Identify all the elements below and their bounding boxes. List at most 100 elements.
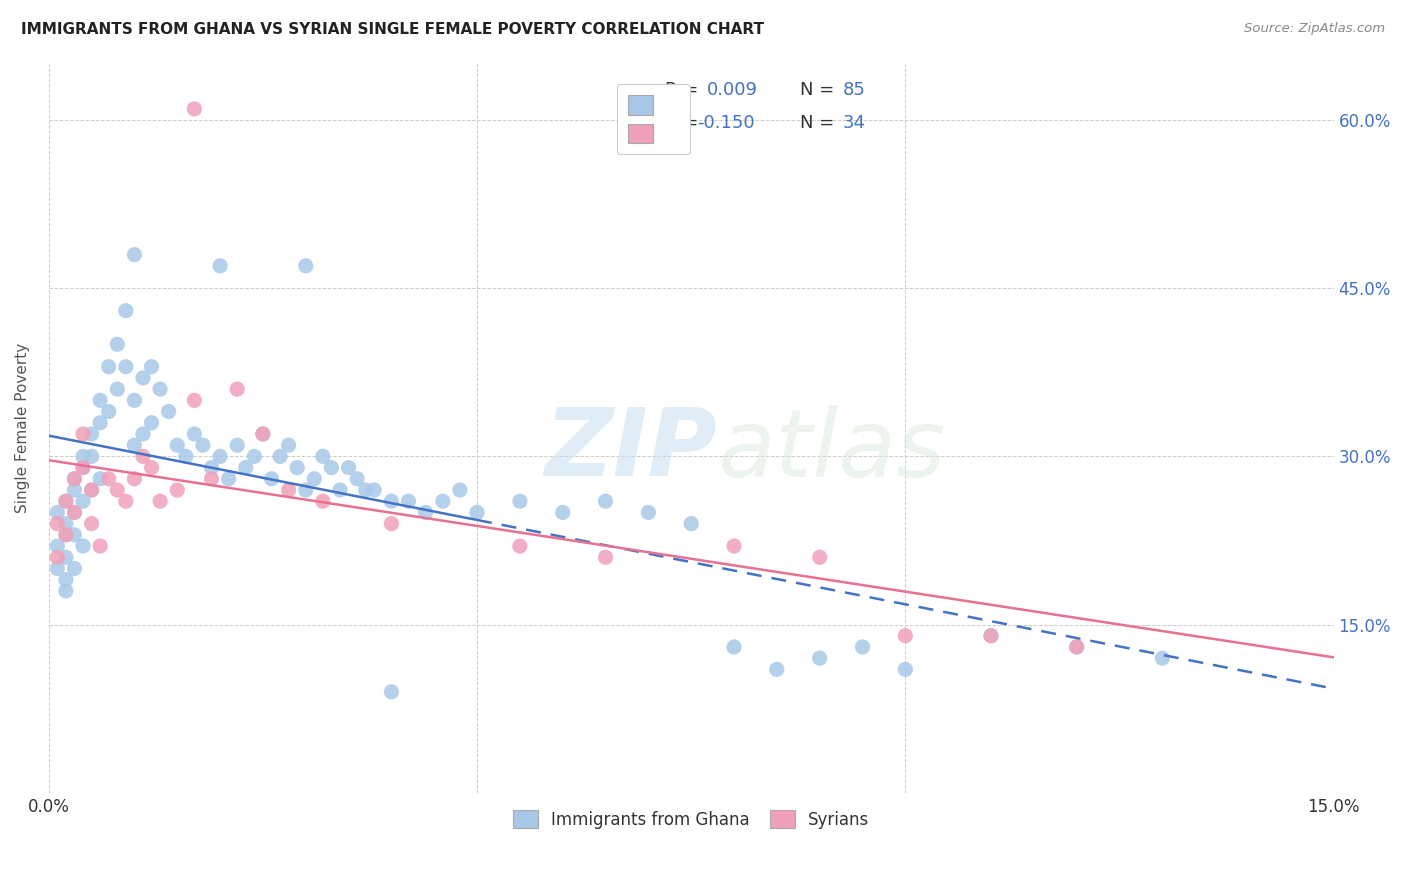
Point [509, 494, 531, 508]
Point [63, 505, 86, 519]
Text: R =: R = [665, 114, 704, 132]
Point [226, 438, 249, 452]
Point [46, 539, 69, 553]
Point [294, 483, 316, 497]
Point [894, 629, 917, 643]
Point [766, 662, 789, 676]
Text: IMMIGRANTS FROM GHANA VS SYRIAN SINGLE FEMALE POVERTY CORRELATION CHART: IMMIGRANTS FROM GHANA VS SYRIAN SINGLE F… [21, 22, 763, 37]
Point [235, 460, 257, 475]
Text: 0.009: 0.009 [707, 81, 758, 99]
Point [124, 472, 146, 486]
Point [97, 472, 120, 486]
Point [1152, 651, 1174, 665]
Point [105, 382, 128, 396]
Point [80, 427, 103, 442]
Point [132, 371, 155, 385]
Point [312, 494, 335, 508]
Point [183, 393, 205, 408]
Point [449, 483, 471, 497]
Point [55, 528, 77, 542]
Point [55, 516, 77, 531]
Point [166, 483, 188, 497]
Point [72, 494, 94, 508]
Point [55, 573, 77, 587]
Point [124, 247, 146, 261]
Point [80, 483, 103, 497]
Point [681, 516, 703, 531]
Point [72, 539, 94, 553]
Point [183, 102, 205, 116]
Point [149, 494, 172, 508]
Point [132, 427, 155, 442]
Point [63, 472, 86, 486]
Point [1066, 640, 1088, 654]
Point [115, 494, 138, 508]
Point [294, 259, 316, 273]
Point [200, 472, 222, 486]
Point [124, 438, 146, 452]
Point [209, 450, 232, 464]
Point [191, 438, 214, 452]
Point [432, 494, 454, 508]
Point [46, 516, 69, 531]
Point [46, 561, 69, 575]
Point [851, 640, 873, 654]
Point [321, 460, 343, 475]
Point [89, 539, 111, 553]
Point [105, 483, 128, 497]
Point [55, 494, 77, 508]
Point [157, 404, 180, 418]
Point [260, 472, 283, 486]
Point [398, 494, 420, 508]
Point [72, 427, 94, 442]
Point [980, 629, 1002, 643]
Point [380, 494, 402, 508]
Point [89, 416, 111, 430]
Point [980, 629, 1002, 643]
Point [277, 483, 299, 497]
Text: ZIP: ZIP [544, 404, 717, 496]
Point [97, 404, 120, 418]
Point [63, 528, 86, 542]
Point [415, 505, 437, 519]
Point [637, 505, 659, 519]
Point [149, 382, 172, 396]
Point [226, 382, 249, 396]
Point [509, 539, 531, 553]
Text: N =: N = [800, 81, 841, 99]
Point [337, 460, 360, 475]
Text: -0.150: -0.150 [697, 114, 755, 132]
Point [363, 483, 385, 497]
Point [380, 516, 402, 531]
Point [252, 427, 274, 442]
Point [63, 483, 86, 497]
Point [285, 460, 308, 475]
Point [80, 516, 103, 531]
Point [63, 472, 86, 486]
Text: 85: 85 [842, 81, 866, 99]
Y-axis label: Single Female Poverty: Single Female Poverty [15, 343, 30, 514]
Point [209, 259, 232, 273]
Point [808, 550, 831, 565]
Point [277, 438, 299, 452]
Point [80, 483, 103, 497]
Text: atlas: atlas [717, 405, 945, 496]
Point [46, 505, 69, 519]
Point [595, 550, 617, 565]
Point [97, 359, 120, 374]
Point [354, 483, 377, 497]
Point [808, 651, 831, 665]
Point [174, 450, 197, 464]
Point [465, 505, 488, 519]
Point [55, 528, 77, 542]
Point [141, 359, 163, 374]
Text: 34: 34 [842, 114, 866, 132]
Point [252, 427, 274, 442]
Text: R =: R = [665, 81, 704, 99]
Point [723, 640, 745, 654]
Legend: Immigrants from Ghana, Syrians: Immigrants from Ghana, Syrians [506, 804, 876, 835]
Point [132, 450, 155, 464]
Point [141, 416, 163, 430]
Point [46, 550, 69, 565]
Text: N =: N = [800, 114, 841, 132]
